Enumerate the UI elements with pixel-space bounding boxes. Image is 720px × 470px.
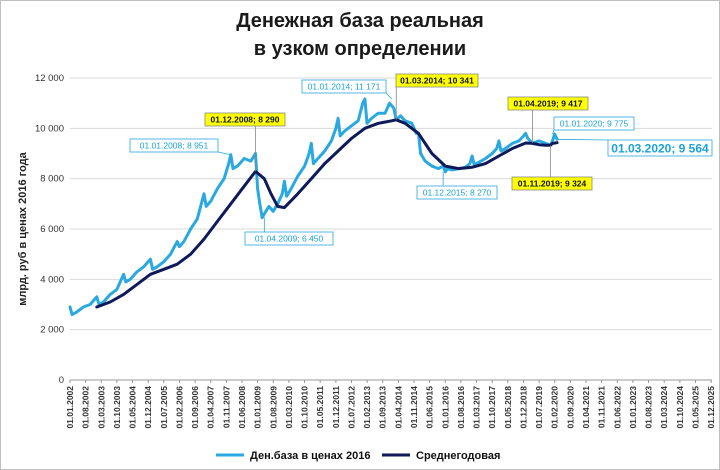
annotation-label: 01.04.2009; 6 450	[255, 234, 324, 244]
x-tick-label: 01.03.2024	[659, 386, 669, 429]
x-tick-label: 01.11.2007	[221, 386, 231, 428]
annotation-box	[511, 176, 593, 191]
annotation-box	[204, 112, 286, 127]
legend: Ден.база в ценах 2016 Среднегодовая	[216, 450, 500, 462]
series-group	[68, 97, 559, 317]
y-tick-label: 0	[59, 375, 64, 386]
annotation-leader	[552, 129, 555, 135]
x-tick-label: 01.10.2017	[487, 386, 497, 429]
annotation-box	[301, 79, 387, 94]
annotation-leader	[557, 138, 609, 141]
x-tick-label: 01.07.2019	[534, 386, 544, 429]
x-tick-label: 01.05.2011	[315, 386, 325, 428]
x-tick-label: 01.11.2021	[597, 386, 607, 428]
x-tick-label: 01.01.2009	[253, 386, 263, 429]
legend-label: Среднегодовая	[416, 450, 500, 462]
chart-title-line-1: Денежная база реальная	[236, 10, 484, 32]
x-tick-label: 01.06.2022	[612, 386, 622, 429]
x-tick-label: 01.10.2003	[112, 386, 122, 429]
annotation-label: 01.03.2020; 9 564	[611, 142, 709, 156]
x-tick-label: 01.02.2020	[550, 386, 560, 429]
x-tick-label: 01.05.2018	[503, 386, 513, 429]
y-tick-label: 6 000	[40, 224, 64, 235]
x-tick-label: 01.05.2025	[690, 386, 700, 429]
chart-title-line-2: в узком определении	[253, 38, 467, 60]
x-tick-label: 01.04.2014	[393, 386, 403, 429]
x-axis-ticks: 01.01.2002 01.08.2002 01.03.2003 01.10.2003…	[65, 380, 716, 429]
x-tick-label: 01.10.2024	[675, 386, 685, 429]
annotations: 01.12.2008; 8 290 01.01.2008; 8 951 01.04.…	[129, 73, 713, 246]
annotation-box	[507, 96, 589, 111]
annotation-label: 01.01.2014; 11 171	[308, 82, 381, 92]
annotation-label: 01.03.2014; 10 341	[400, 76, 474, 86]
x-tick-label: 01.09.2006	[190, 386, 200, 429]
x-tick-label: 01.07.2005	[159, 386, 169, 429]
x-tick-label: 01.02.2013	[362, 386, 372, 429]
x-tick-label: 01.08.2023	[644, 386, 654, 429]
x-tick-label: 01.12.2004	[143, 386, 153, 429]
y-tick-label: 12 000	[35, 73, 64, 84]
x-tick-label: 01.03.2017	[472, 386, 482, 429]
series-line-annual-average	[95, 118, 559, 309]
y-tick-label: 10 000	[35, 123, 64, 134]
annotation-leader	[217, 151, 231, 156]
y-tick-label: 4 000	[40, 274, 64, 285]
y-axis-label: млрд. руб в ценах 2016 года	[17, 151, 29, 305]
annotation-box	[244, 231, 334, 246]
x-tick-label: 01.03.2003	[96, 386, 106, 429]
x-tick-label: 01.01.2002	[65, 386, 75, 429]
x-tick-label: 01.04.2021	[581, 386, 591, 429]
x-tick-label: 01.01.2023	[628, 386, 638, 429]
x-tick-label: 01.07.2012	[346, 386, 356, 429]
x-tick-label: 01.08.2009	[268, 386, 278, 429]
x-tick-label: 01.12.2011	[331, 386, 341, 428]
x-tick-label: 01.09.2013	[378, 386, 388, 429]
annotation-label: 01.01.2008; 8 951	[140, 141, 209, 151]
annotation-box	[129, 138, 219, 153]
x-tick-label: 01.09.2020	[565, 386, 575, 429]
annotation-box	[416, 185, 498, 200]
annotation-box	[395, 73, 479, 88]
x-tick-label: 01.12.2025	[706, 386, 716, 429]
x-tick-label: 01.06.2015	[425, 386, 435, 429]
x-tick-label: 01.12.2018	[518, 386, 528, 429]
y-tick-label: 2 000	[40, 325, 64, 336]
x-tick-label: 01.10.2010	[300, 386, 310, 429]
annotation-label: 01.01.2020; 9 775	[560, 119, 629, 129]
x-tick-label: 01.02.2006	[174, 386, 184, 429]
x-tick-label: 01.11.2014	[409, 386, 419, 428]
annotation-label: 01.11.2019; 9 324	[518, 179, 587, 189]
annotation-box	[553, 116, 635, 131]
x-tick-label: 01.01.2016	[440, 386, 450, 429]
y-tick-label: 8 000	[40, 174, 64, 185]
annotation-leader	[385, 92, 392, 100]
x-tick-label: 01.05.2004	[128, 386, 138, 429]
x-tick-label: 01.06.2008	[237, 386, 247, 429]
series-line-monetary-base	[68, 97, 559, 317]
annotation-label: 01.12.2015; 8 270	[423, 188, 492, 198]
annotation-label: 01.04.2019; 9 417	[513, 99, 582, 109]
x-tick-label: 01.08.2002	[81, 386, 91, 429]
x-tick-label: 01.08.2016	[456, 386, 466, 429]
annotation-label: 01.12.2008; 8 290	[210, 115, 279, 125]
y-axis-ticks: 0 2 000 4 000 6 000 8 000 10 000 12 000	[35, 73, 64, 386]
x-tick-label: 01.04.2007	[206, 386, 216, 429]
x-tick-label: 01.03.2010	[284, 386, 294, 429]
annotation-box	[607, 139, 713, 157]
legend-label: Ден.база в ценах 2016	[250, 450, 370, 462]
grid	[70, 77, 712, 381]
